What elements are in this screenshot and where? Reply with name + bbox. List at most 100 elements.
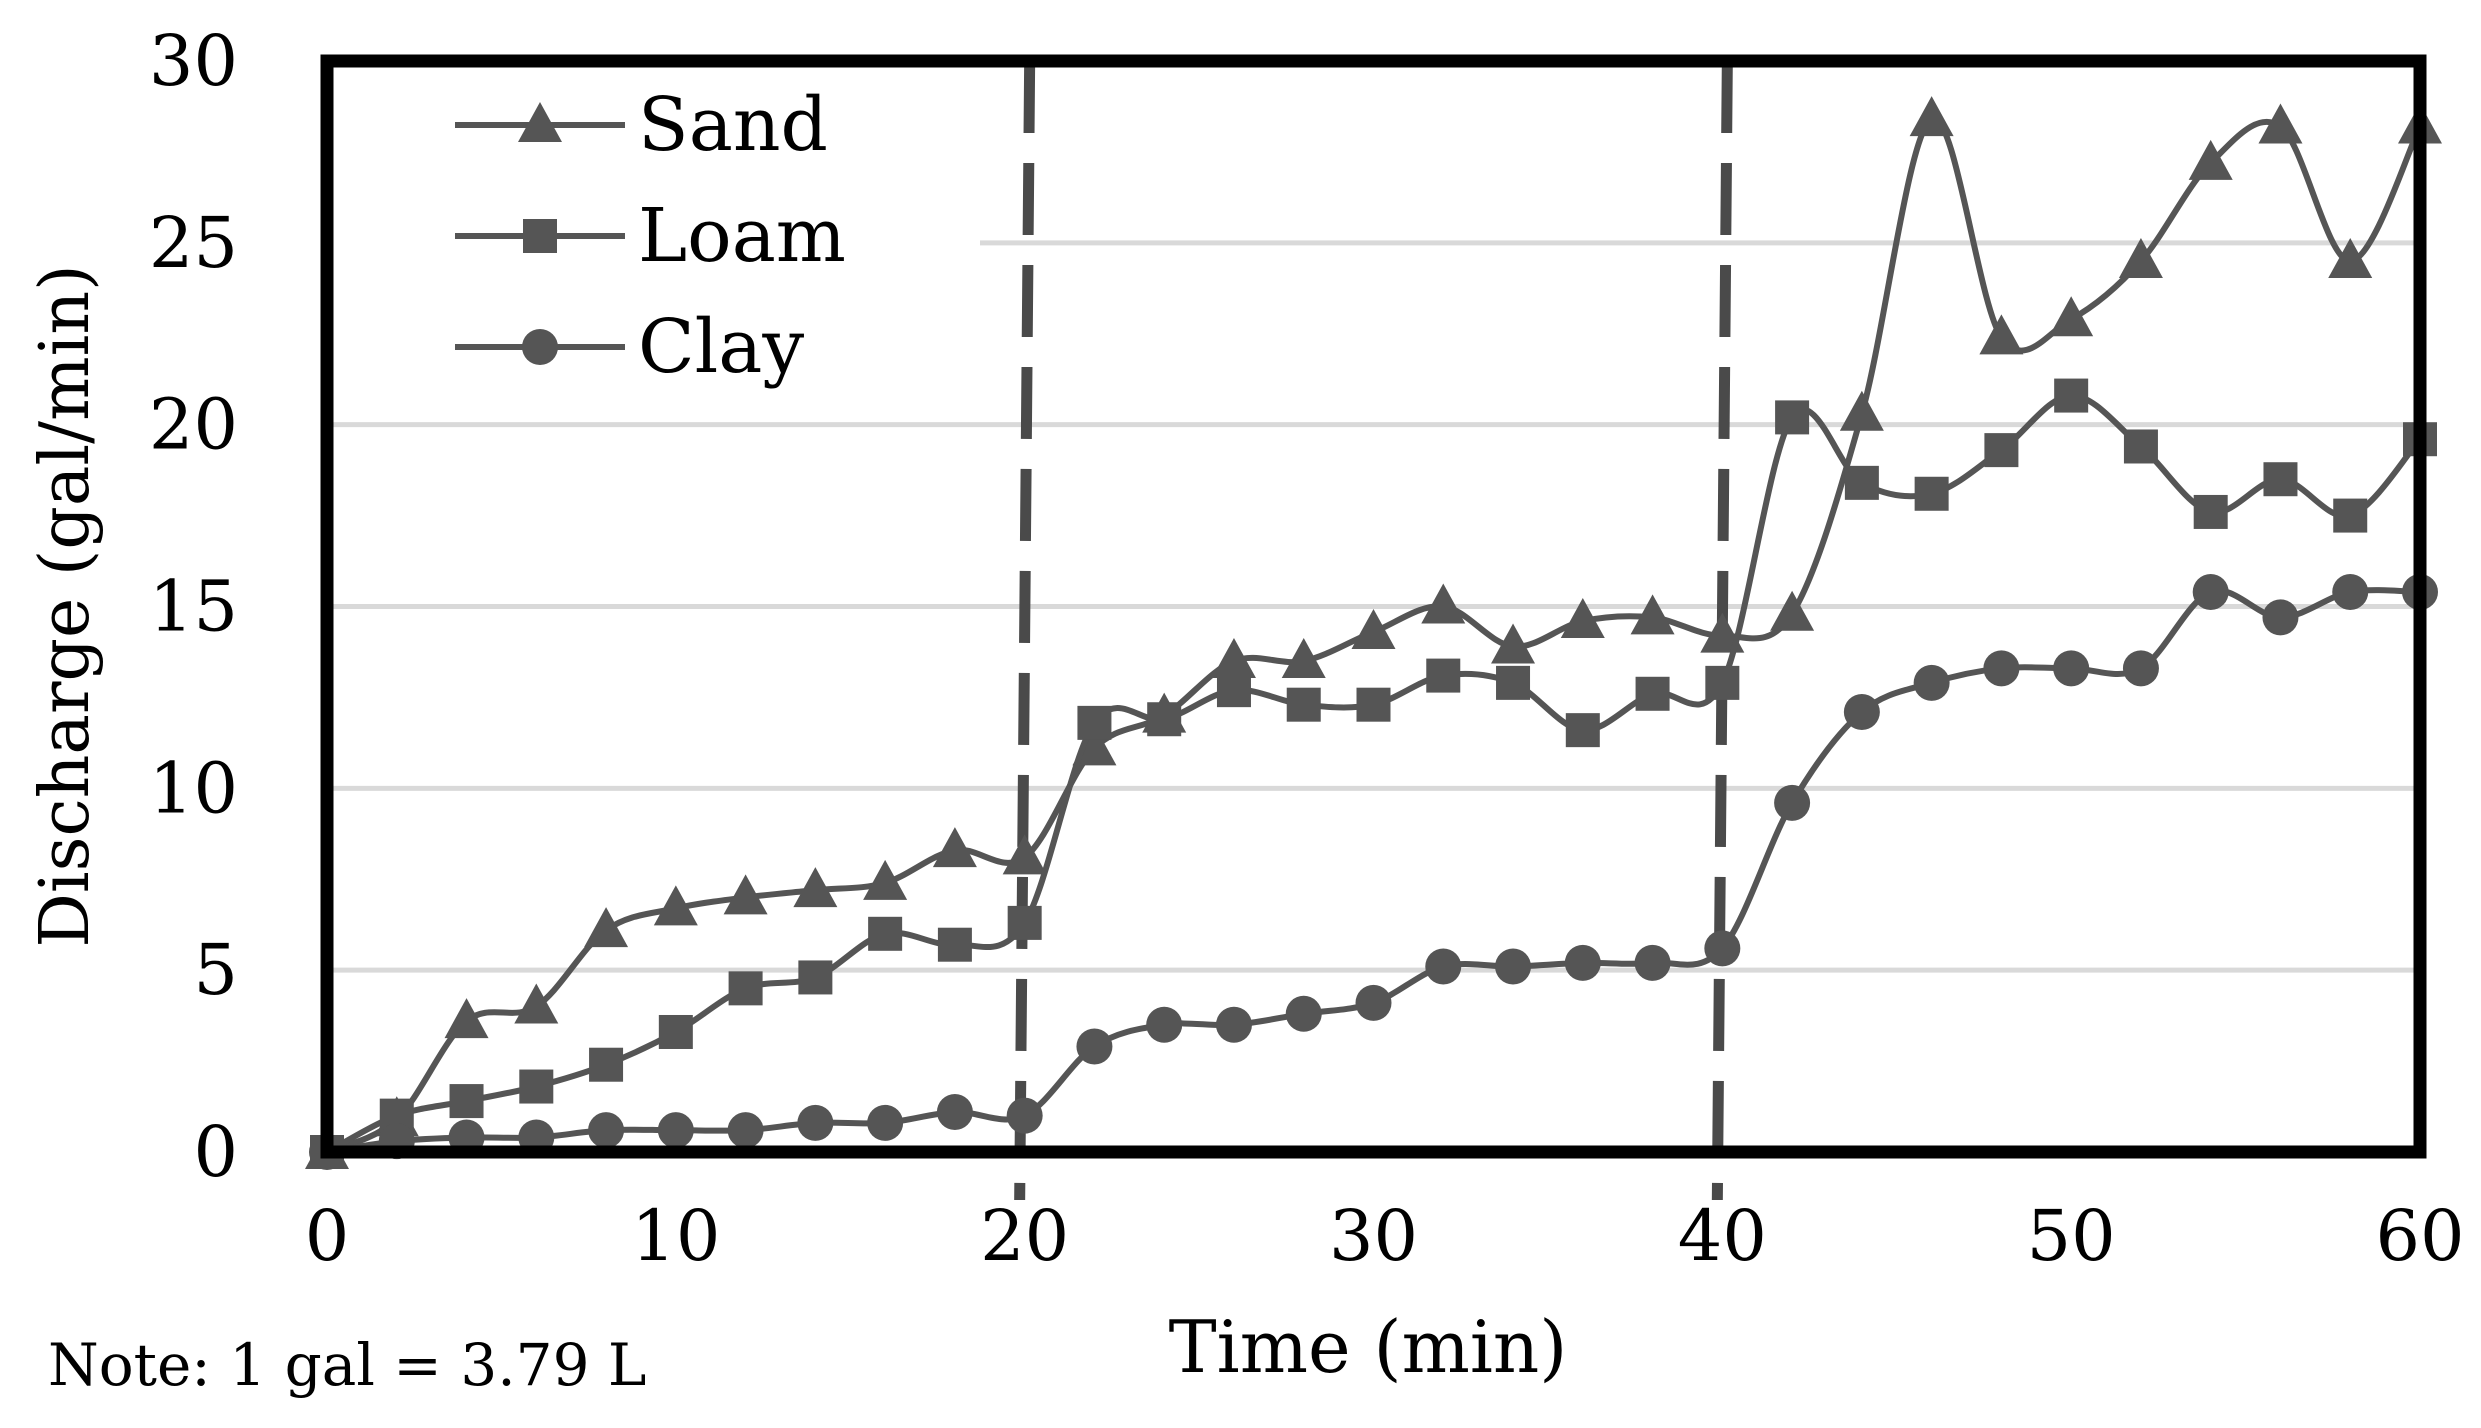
clay-point — [2122, 650, 2159, 687]
loam-point — [1426, 658, 1461, 693]
y-tick-label: 30 — [149, 20, 238, 102]
sand-line — [325, 116, 2423, 1155]
loam-point — [2193, 494, 2228, 529]
legend-marker-loam — [523, 219, 557, 253]
sand-point — [653, 885, 698, 926]
sand-point — [1491, 623, 1536, 664]
tick-labels: 0 5 10 15 20 25 30 0 10 20 30 40 50 60 — [149, 20, 2465, 1277]
x-tick-label: 10 — [631, 1195, 720, 1277]
loam-point — [2333, 498, 2368, 533]
legend-item-sand: Sand — [455, 82, 828, 168]
loam-point — [449, 1084, 484, 1119]
clay-point — [1704, 930, 1741, 967]
legend: Sand Loam Clay — [455, 82, 846, 390]
loam-point — [728, 971, 763, 1006]
sand-point — [514, 983, 559, 1024]
loam-point — [868, 916, 903, 951]
y-axis-title: Discharge (gal/min) — [26, 264, 105, 947]
series-clay — [309, 573, 2438, 1170]
clay-point — [1425, 948, 1462, 985]
clay-point — [2262, 599, 2299, 636]
clay-point — [1146, 1006, 1183, 1043]
y-tick-label: 25 — [149, 202, 238, 284]
sand-point — [1770, 590, 1815, 631]
loam-point — [1565, 713, 1600, 748]
clay-point — [1564, 944, 1601, 981]
y-tick-label: 15 — [149, 566, 238, 648]
loam-point — [1914, 476, 1949, 511]
legend-label-loam: Loam — [638, 193, 846, 279]
loam-point — [1705, 665, 1740, 700]
legend-label-sand: Sand — [638, 82, 828, 168]
y-tick-label: 20 — [149, 384, 238, 466]
loam-point — [589, 1047, 624, 1082]
clay-point — [727, 1112, 764, 1149]
clay-point — [1774, 784, 1811, 821]
loam-point — [2263, 462, 2298, 497]
loam-line — [325, 392, 2423, 1155]
x-axis-title: Time (min) — [1169, 1305, 1568, 1389]
loam-point — [1077, 705, 1112, 740]
vertical-marker-20 — [1014, 60, 1036, 1201]
y-tick-label: 5 — [193, 929, 238, 1011]
series-group — [305, 96, 2442, 1170]
x-tick-label: 30 — [1329, 1195, 1418, 1277]
loam-point — [1216, 673, 1251, 708]
loam-point — [937, 927, 972, 962]
sand-point — [1351, 608, 1396, 649]
series-sand — [305, 96, 2442, 1169]
clay-point — [1913, 664, 1950, 701]
legend-item-clay: Clay — [455, 304, 804, 390]
sand-point — [1909, 96, 1954, 137]
clay-point — [936, 1093, 973, 1130]
clay-point — [797, 1104, 834, 1141]
sand-point — [584, 907, 629, 948]
sand-point — [1630, 594, 1675, 635]
sand-point — [2188, 139, 2233, 180]
loam-point — [1286, 687, 1321, 722]
loam-point — [2054, 378, 2089, 413]
x-tick-label: 60 — [2375, 1195, 2464, 1277]
sand-point — [2258, 103, 2303, 144]
sand-point — [1211, 638, 1256, 679]
legend-marker-clay — [522, 329, 558, 365]
legend-label-clay: Clay — [638, 304, 804, 390]
clay-point — [2053, 650, 2090, 687]
x-tick-label: 40 — [1678, 1195, 1767, 1277]
loam-point — [798, 960, 833, 995]
y-tick-label: 0 — [193, 1111, 238, 1193]
sand-point — [1979, 314, 2024, 355]
plot-frame — [320, 54, 2427, 1159]
sand-point — [1421, 583, 1466, 624]
sand-point — [2328, 238, 2373, 279]
loam-point — [1844, 465, 1879, 500]
sand-point — [1281, 638, 1326, 679]
clay-point — [2192, 573, 2229, 610]
legend-item-loam: Loam — [455, 193, 846, 279]
loam-point — [1984, 433, 2019, 468]
sand-point — [1839, 390, 1884, 431]
sand-point — [793, 867, 838, 908]
y-tick-label: 10 — [149, 747, 238, 829]
sand-point — [723, 874, 768, 915]
clay-point — [1983, 650, 2020, 687]
sand-point — [1560, 598, 1605, 639]
legend-marker-sand — [518, 102, 562, 142]
loam-point — [1356, 687, 1391, 722]
clay-point — [1285, 995, 1322, 1032]
sand-point — [444, 998, 489, 1039]
loam-point — [2123, 429, 2158, 464]
series-loam — [310, 378, 2437, 1169]
clay-point — [1843, 693, 1880, 730]
loam-point — [519, 1069, 554, 1104]
gridlines — [327, 240, 2420, 973]
loam-point — [1007, 905, 1042, 940]
clay-point — [588, 1112, 625, 1149]
sand-point — [932, 827, 977, 868]
sand-point — [2049, 296, 2094, 337]
sand-point — [863, 859, 908, 900]
clay-point — [1006, 1097, 1043, 1134]
clay-point — [1355, 984, 1392, 1021]
